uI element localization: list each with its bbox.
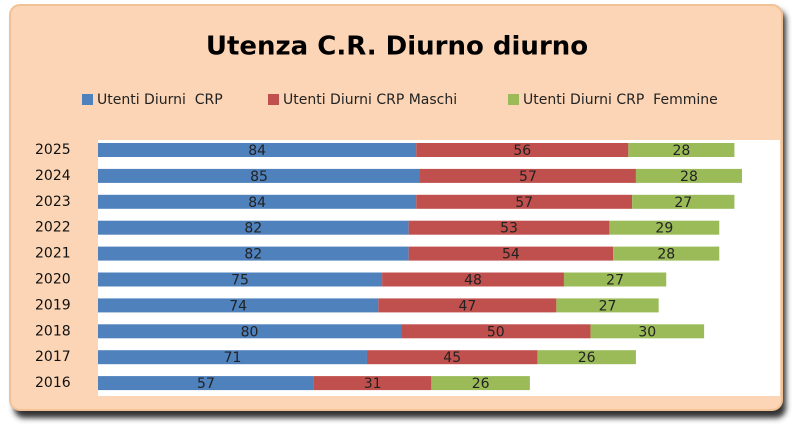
data-label: 50 [487,324,505,340]
data-label: 74 [229,298,247,314]
legend-swatch [82,94,93,105]
data-label: 27 [606,273,624,289]
data-label: 80 [241,324,259,340]
y-tick-label: 2023 [35,194,71,210]
bar-segment [366,350,538,365]
legend-label: Utenti Diurni CRP Maschi [283,92,457,108]
y-tick-label: 2020 [35,272,71,288]
bar-segment [382,272,564,287]
data-label: 28 [657,247,675,263]
legend-label: Utenti Diurni CRP Femmine [523,92,718,108]
y-tick-label: 2017 [35,349,71,365]
bar-segment [98,324,402,339]
bar-segment [98,143,417,157]
legend-swatch [508,94,519,105]
bar-segment [632,194,735,209]
bar-segment [563,272,667,287]
data-label: 45 [443,350,461,366]
data-label: 26 [472,376,490,392]
bar-segment [628,143,735,157]
y-tick-label: 2016 [35,375,71,391]
data-label: 27 [674,195,692,211]
y-tick-label: 2022 [35,220,71,236]
bar-segment [401,324,591,339]
data-label: 82 [244,247,262,263]
bar-segment [313,376,432,391]
bar-segment [635,168,742,183]
data-label: 57 [515,195,533,211]
y-tick-label: 2018 [35,323,71,339]
y-tick-label: 2025 [35,142,71,158]
bar-segment [590,324,705,339]
data-label: 26 [578,350,596,366]
bar-segment [408,246,614,261]
bar-segment [556,298,659,313]
data-label: 85 [250,169,268,185]
data-label: 27 [599,298,617,314]
data-label: 56 [513,143,531,159]
data-label: 71 [224,350,242,366]
bar-segment [613,246,720,261]
bar-segment [416,194,633,209]
bar-segment [416,143,629,157]
bar-segment [609,220,720,235]
data-label: 30 [638,324,656,340]
bar-segment [537,350,636,365]
data-label: 29 [655,221,673,237]
y-tick-label: 2019 [35,297,71,313]
bar-segment [98,220,409,235]
y-tick-label: 2021 [35,246,71,262]
data-label: 82 [244,221,262,237]
data-label: 53 [500,221,518,237]
data-label: 84 [248,195,266,211]
data-label: 47 [458,298,476,314]
legend-label: Utenti Diurni CRP [97,92,223,108]
data-label: 54 [502,247,520,263]
bar-segment [420,168,636,183]
bar-segment [98,168,420,183]
data-label: 28 [680,169,698,185]
bar-segment [98,246,409,261]
data-label: 28 [672,143,690,159]
bar-segment [98,350,367,365]
data-label: 57 [519,169,537,185]
data-label: 57 [197,376,215,392]
bar-segment [98,272,383,287]
bar-segment [378,298,557,313]
data-label: 75 [231,273,249,289]
data-label: 84 [248,143,266,159]
data-label: 31 [364,376,382,392]
legend-swatch [268,94,279,105]
bar-segment [98,298,379,313]
bar-segment [98,376,314,391]
data-label: 48 [464,273,482,289]
bar-segment [98,194,417,209]
bar-segment [408,220,610,235]
bar-segment [431,376,530,391]
chart-title: Utenza C.R. Diurno diurno [206,32,588,62]
y-tick-label: 2024 [35,168,71,184]
